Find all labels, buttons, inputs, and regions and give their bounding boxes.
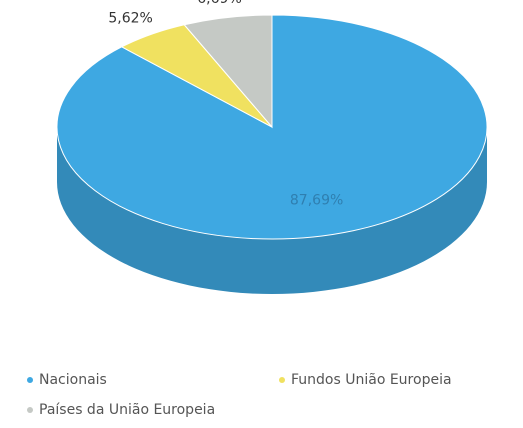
legend-label: Nacionais [39, 372, 107, 388]
data-label: 6,69% [197, 0, 241, 7]
legend-marker [279, 377, 285, 383]
data-label: 5,62% [108, 11, 152, 27]
legend-label: Fundos União Europeia [291, 372, 452, 388]
pie-side [57, 127, 487, 294]
legend-label: Países da União Europeia [39, 402, 215, 418]
pie-slice [183, 14, 273, 129]
data-label: 87,69% [290, 193, 343, 209]
legend-marker [27, 377, 33, 383]
legend-marker [27, 407, 33, 413]
